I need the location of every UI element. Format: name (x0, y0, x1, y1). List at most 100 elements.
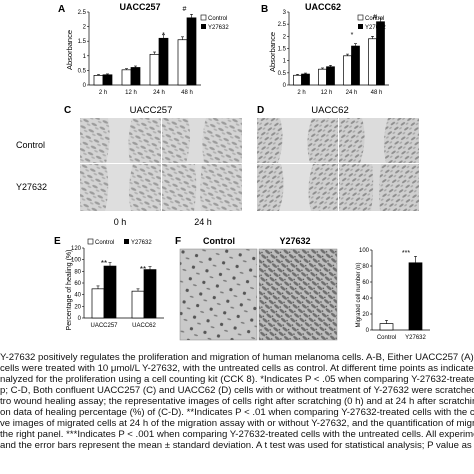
panel-b-ylabel: Absorbance (268, 32, 277, 72)
y-tick-label: 80 (74, 269, 81, 275)
wound-image-d-control-0h (257, 118, 338, 163)
figure: A UACC257 Absorbance Control Y27632 0 0.5… (16, 2, 430, 341)
y-tick-label: 2 (283, 34, 287, 40)
mark-e-uacc62: ** (140, 265, 146, 274)
x-tick-label: UACC257 (90, 323, 118, 329)
y-tick-label: 40 (362, 296, 369, 302)
panel-f: F Control Y27632 Migrated cell number (n… (175, 236, 430, 341)
y-tick-label: 0 (366, 328, 370, 334)
f-col-label-control: Control (203, 236, 235, 246)
mark-a-24h: * (162, 32, 165, 39)
caption-line: nalyzed for the proliferation using a ce… (0, 374, 474, 385)
time-label-c-0h: 0 h (114, 217, 127, 227)
y-tick-label: 2.5 (78, 10, 87, 16)
y-tick-label: 0 (78, 316, 82, 322)
time-label-c-24h: 24 h (194, 217, 212, 227)
bar-y27632 (158, 37, 169, 86)
bar-y27632 (103, 265, 117, 319)
bar-y27632 (351, 45, 360, 86)
chart-b: 0 0.5 1 1.5 2 2.5 3 2 h 12 h 24 h 48 h (278, 10, 389, 96)
panel-d: D UACC62 (257, 105, 419, 211)
legend-e-y27632-label: Y27632 (131, 240, 152, 246)
wound-image-c-y27632-24h (162, 164, 242, 211)
panel-a-title: UACC257 (119, 2, 160, 12)
bar-y27632 (102, 74, 113, 86)
caption-line: and the error bars represent the mean ± … (0, 440, 474, 451)
x-tick-label: 2 h (297, 90, 305, 96)
y-tick-label: 1.5 (278, 47, 287, 53)
panel-e-ylabel: Percentage of healing (%) (66, 250, 73, 331)
y-tick-label: 0.5 (78, 68, 87, 74)
wound-image-c-y27632-0h (80, 164, 161, 211)
caption-line: ve images of migrated cells at 24 h of t… (0, 418, 474, 429)
x-tick-label: UACC62 (132, 323, 156, 329)
bar-control (131, 290, 145, 319)
y-tick-label: 120 (71, 246, 82, 252)
bar-control (318, 68, 327, 86)
migration-image-y27632 (258, 248, 338, 341)
wound-image-c-control-0h (80, 118, 161, 163)
panel-d-title: UACC62 (311, 105, 349, 116)
y-tick-label: 100 (359, 248, 370, 254)
bar-y27632 (326, 66, 335, 86)
caption-line: tro wound healing assay; the representat… (0, 396, 474, 407)
y-tick-label: 40 (74, 293, 81, 299)
y-tick-label: 2.5 (278, 22, 287, 28)
mark-a-48h: # (183, 6, 187, 13)
y-tick-label: 1.5 (78, 39, 87, 45)
chart-f: 0 20 40 60 80 100 Control Y27632 (359, 248, 430, 341)
caption-line: Y-27632 positively regulates the prolife… (0, 352, 474, 363)
bar-control (293, 74, 302, 86)
bar-y27632 (130, 67, 141, 86)
wound-image-d-y27632-0h (257, 164, 338, 211)
y-tick-label: 0 (83, 83, 87, 89)
legend-e-control-swatch (87, 238, 94, 245)
y-tick-label: 1 (283, 59, 287, 65)
x-tick-label: 12 h (321, 90, 333, 96)
bar-y27632 (408, 262, 423, 331)
panel-letter-c: C (64, 105, 71, 116)
wound-image-d-control-24h (339, 118, 419, 163)
y-tick-label: 3 (283, 10, 287, 16)
chart-a: 0 0.5 1 1.5 2 2.5 2 h 12 h 24 h 48 h (78, 10, 201, 96)
bar-control (93, 75, 104, 86)
x-tick-label: 48 h (371, 90, 383, 96)
x-tick-label: Control (377, 335, 396, 341)
panel-a-ylabel: Absorbance (65, 30, 74, 70)
panel-c: C UACC257 Control Y27632 0 h 24 h (16, 105, 242, 227)
y-tick-label: 20 (362, 312, 369, 318)
legend-a-control-swatch (200, 14, 207, 21)
panel-letter-a: A (58, 4, 65, 15)
x-tick-label: 2 h (99, 90, 107, 96)
panel-c-title: UACC257 (130, 105, 173, 116)
bar-control (149, 53, 160, 86)
panel-b-title: UACC62 (305, 2, 341, 12)
caption-line: on data of healing percentage (%) of (C-… (0, 407, 474, 418)
y-tick-label: 60 (74, 281, 81, 287)
x-tick-label: 24 h (346, 90, 358, 96)
y-tick-label: 0.5 (278, 71, 287, 77)
bar-y27632 (143, 269, 157, 319)
panel-e: E Control Y27632 Percentage of healing (… (54, 236, 164, 330)
chart-e: 0 20 40 60 80 100 120 UACC257 UACC62 (71, 246, 164, 329)
legend-b-y27632-swatch (358, 24, 363, 29)
migration-image-control (179, 248, 258, 341)
bar-control (343, 55, 352, 86)
legend-e-control-label: Control (95, 240, 114, 246)
mark-b-24h: * (351, 32, 354, 39)
x-tick-label: 48 h (181, 90, 193, 96)
legend-e-y27632-swatch (124, 239, 129, 244)
panel-a: A UACC257 Absorbance Control Y27632 0 0.5… (58, 2, 229, 96)
f-col-label-y27632: Y27632 (279, 236, 310, 246)
legend-b-control-swatch (357, 14, 364, 21)
legend-a-control-label: Control (208, 16, 227, 22)
x-tick-label: Y27632 (405, 335, 426, 341)
caption-line: p; C-D, Both confluent UACC257 (C) and U… (0, 385, 474, 396)
x-tick-label: 12 h (125, 90, 137, 96)
bar-control (379, 323, 394, 331)
y-tick-label: 60 (362, 280, 369, 286)
legend-a-y27632-swatch (201, 24, 206, 29)
panel-letter-f: F (175, 236, 181, 247)
bar-y27632 (186, 17, 197, 86)
mark-b-48h: # (373, 14, 377, 21)
